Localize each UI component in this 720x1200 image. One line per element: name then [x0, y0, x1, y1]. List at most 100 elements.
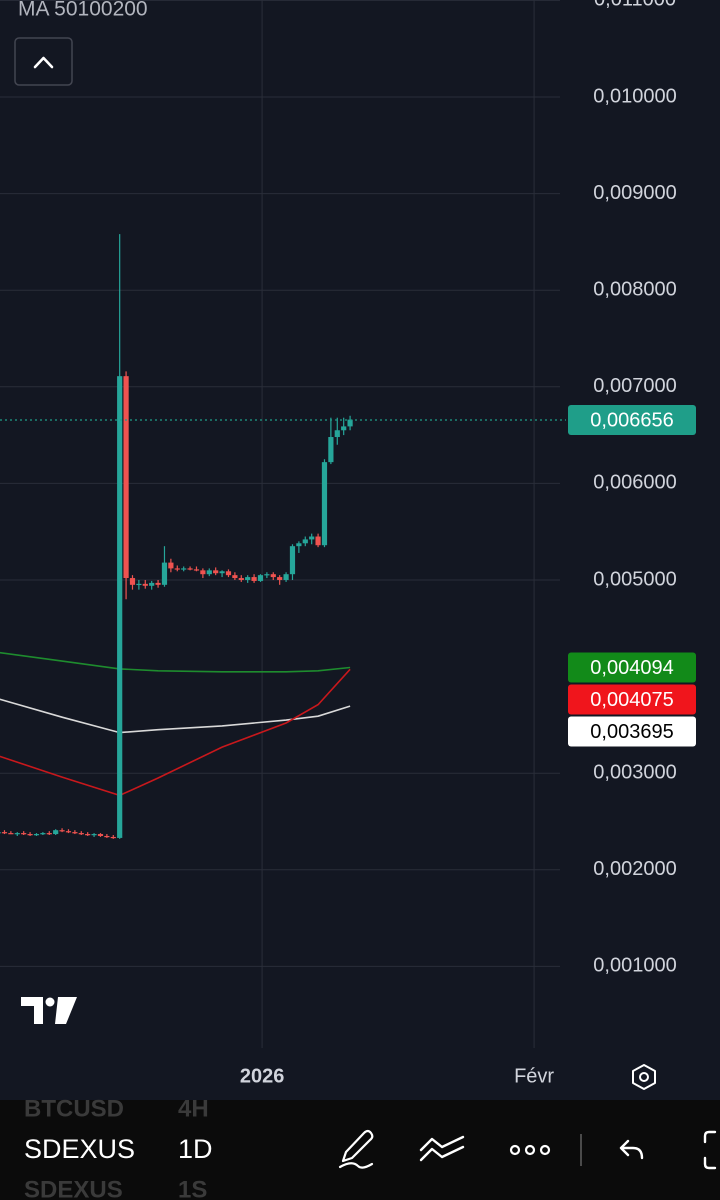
- candle-body: [65, 831, 72, 833]
- collapse-button[interactable]: [14, 37, 73, 86]
- candle-body: [53, 830, 59, 835]
- interval-picker[interactable]: 4H 1D 1S: [178, 1095, 213, 1200]
- y-tick-label: 0,011000: [594, 0, 676, 11]
- price-tag: 0,006656: [568, 405, 696, 436]
- candle-body: [117, 376, 123, 838]
- fullscreen-icon: [703, 1130, 717, 1144]
- candle-body: [8, 833, 14, 835]
- fullscreen-button[interactable]: [703, 1130, 717, 1170]
- price-tag: 0,004075: [568, 684, 696, 715]
- candle-body: [110, 836, 116, 839]
- price-tag-box: [568, 652, 696, 683]
- price-tag-box: [568, 716, 696, 747]
- candle-body: [347, 419, 353, 427]
- candle-body: [91, 834, 97, 836]
- draw-button[interactable]: [338, 1129, 374, 1169]
- price-tag: 0,003695: [568, 716, 696, 747]
- y-tick-label: 0,001000: [593, 955, 676, 977]
- y-tick-label: 0,010000: [593, 85, 676, 107]
- candle-body: [257, 575, 264, 581]
- settings-button[interactable]: [632, 1064, 656, 1090]
- candle-body: [129, 578, 136, 585]
- undo-arrow-icon: [620, 1146, 644, 1160]
- candle-body: [187, 568, 193, 570]
- candle-body: [264, 574, 270, 576]
- candle-body: [21, 833, 27, 835]
- moving-average-line: [0, 651, 351, 673]
- candle-body: [283, 574, 289, 580]
- pen-stroke-icon: [338, 1162, 374, 1169]
- y-tick-label: 0,008000: [593, 278, 676, 300]
- candle-body: [341, 426, 347, 431]
- time-axis: 2026 Févr: [240, 1065, 555, 1087]
- dot-icon: [539, 1144, 551, 1156]
- settings-icon-dot: [639, 1072, 649, 1082]
- candle-body: [302, 539, 308, 544]
- price-tags: 0,006656 0,004094 0,004075 0,003695: [568, 405, 696, 747]
- logo-part: [21, 997, 43, 1024]
- candle-body: [200, 570, 206, 575]
- interval-option: 1S: [178, 1176, 207, 1200]
- candle-body: [309, 536, 315, 540]
- candle-body: [14, 833, 20, 835]
- indicators-button[interactable]: [419, 1135, 465, 1162]
- plot: [0, 234, 566, 839]
- candle-body: [142, 583, 148, 586]
- candle-body: [123, 376, 129, 579]
- candle-body: [97, 834, 104, 836]
- candle-body: [149, 582, 155, 586]
- candle-body: [78, 833, 84, 835]
- moving-average-line: [0, 698, 351, 734]
- interval-option: 4H: [178, 1095, 209, 1122]
- undo-button[interactable]: [619, 1139, 644, 1160]
- indicator-icon: [419, 1145, 465, 1162]
- dot-icon: [509, 1144, 521, 1156]
- candle-body: [238, 578, 244, 580]
- logo-part: [55, 997, 77, 1024]
- y-tick-label: 0,006000: [593, 472, 676, 494]
- candle-body: [85, 834, 91, 836]
- logo-part: [45, 997, 55, 1007]
- interval-current: 1D: [178, 1134, 213, 1164]
- y-tick-label: 0,005000: [593, 568, 676, 590]
- price-tag-box: [568, 405, 696, 436]
- symbol-option: SDEXUS: [24, 1176, 123, 1200]
- moving-average-line: [0, 668, 351, 797]
- candle-body: [213, 570, 219, 574]
- candle-body: [27, 834, 33, 836]
- candle-body: [0, 832, 1, 834]
- tradingview-logo: [21, 997, 77, 1024]
- candle-body: [174, 568, 180, 570]
- candle-body: [59, 830, 65, 832]
- more-button[interactable]: [509, 1144, 551, 1156]
- indicator-label: MA 50100200: [18, 0, 148, 21]
- chart-background: [0, 0, 720, 1100]
- pen-icon: [341, 1129, 374, 1163]
- candle-body: [46, 833, 52, 835]
- candle-body: [315, 536, 321, 546]
- settings-icon: [632, 1064, 656, 1090]
- candle-body: [161, 562, 168, 585]
- candle-body: [33, 834, 40, 836]
- dot-icon: [524, 1144, 536, 1156]
- candle-body: [193, 569, 200, 571]
- price-tag-label: 0,003695: [590, 721, 673, 743]
- candle-body: [245, 577, 251, 580]
- price-tag-label: 0,004094: [590, 657, 673, 679]
- candle-body: [72, 832, 78, 834]
- price-tag: 0,004094: [568, 652, 696, 683]
- x-tick-label: 2026: [240, 1065, 285, 1087]
- symbol-current: SDEXUS: [24, 1134, 135, 1164]
- candle-body: [277, 577, 283, 580]
- candle-body: [219, 571, 225, 574]
- y-tick-label: 0,009000: [593, 182, 676, 204]
- x-tick-label: Févr: [514, 1065, 554, 1087]
- grid: [0, 0, 560, 1048]
- candle-body: [104, 835, 110, 838]
- candle-body: [296, 543, 302, 547]
- candle-body: [251, 577, 257, 581]
- fullscreen-icon: [703, 1156, 717, 1170]
- y-tick-label: 0,002000: [593, 858, 676, 880]
- symbol-picker[interactable]: BTCUSD SDEXUS SDEXUS: [24, 1095, 135, 1200]
